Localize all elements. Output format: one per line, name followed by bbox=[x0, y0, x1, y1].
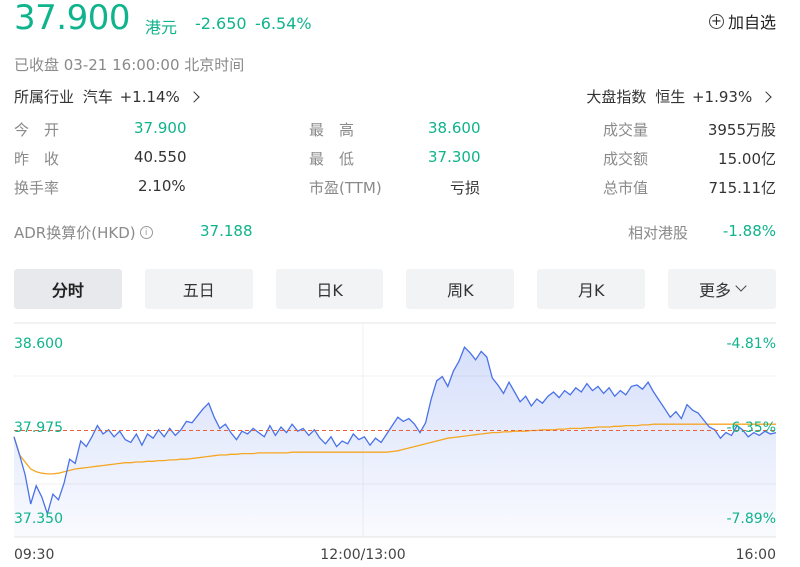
amount-value: 15.00亿 bbox=[718, 150, 776, 168]
currency-label: 港元 bbox=[145, 18, 178, 37]
chart-period-tabs: 分时 五日 日K 周K 月K 更多 bbox=[14, 269, 776, 309]
tab-daily-k-label: 日K bbox=[316, 281, 343, 300]
price-area bbox=[14, 347, 776, 537]
average-price-line bbox=[13, 423, 776, 475]
low-value: 37.300 bbox=[428, 148, 481, 166]
price-change: -2.650 bbox=[195, 14, 247, 33]
tab-daily-k[interactable]: 日K bbox=[275, 269, 384, 309]
tab-more-label: 更多 bbox=[699, 281, 732, 300]
market-index-link[interactable]: 大盘指数 恒生 +1.93% bbox=[586, 86, 772, 107]
x-label-open: 09:30 bbox=[14, 547, 54, 563]
tab-intraday[interactable]: 分时 bbox=[14, 269, 122, 309]
tab-five-day[interactable]: 五日 bbox=[144, 269, 253, 309]
y-label-low: 37.350 bbox=[14, 511, 63, 527]
chevron-right-icon bbox=[187, 91, 200, 103]
adr-value: 37.188 bbox=[200, 222, 253, 240]
tab-intraday-label: 分时 bbox=[51, 281, 84, 300]
industry-label: 所属行业 bbox=[14, 88, 75, 106]
chevron-right-icon bbox=[760, 91, 772, 103]
open-label: 今 开 bbox=[14, 121, 60, 139]
tab-weekly-k[interactable]: 周K bbox=[406, 269, 515, 309]
index-label: 大盘指数 bbox=[586, 88, 647, 106]
market-status: 已收盘 03-21 16:00:00 北京时间 bbox=[14, 56, 245, 74]
y-label-high-pct: -4.81% bbox=[726, 336, 776, 352]
volume-value: 3955万股 bbox=[707, 121, 776, 139]
market-cap-label: 总市值 bbox=[603, 179, 649, 197]
prev-close-label: 昨 收 bbox=[14, 150, 60, 168]
volume-label: 成交量 bbox=[603, 121, 649, 139]
relative-hk-value: -1.88% bbox=[722, 222, 776, 240]
tab-weekly-k-label: 周K bbox=[447, 281, 474, 300]
pe-value: 亏损 bbox=[450, 179, 481, 197]
info-icon[interactable]: i bbox=[139, 226, 153, 239]
industry-link[interactable]: 所属行业 汽车 +1.14% bbox=[14, 86, 200, 107]
y-label-ref-pct: -6.35% bbox=[726, 420, 776, 436]
x-label-close: 16:00 bbox=[736, 547, 776, 563]
high-value: 38.600 bbox=[428, 119, 481, 137]
index-name: 恒生 bbox=[655, 88, 686, 106]
chevron-down-icon bbox=[735, 280, 747, 292]
price-line bbox=[13, 346, 777, 517]
tab-monthly-k[interactable]: 月K bbox=[537, 269, 646, 309]
prev-close-value: 40.550 bbox=[134, 148, 187, 166]
amount-label: 成交额 bbox=[603, 150, 649, 168]
add-watchlist-button[interactable]: + 加自选 bbox=[708, 9, 776, 33]
adr-label: ADR换算价(HKD) bbox=[14, 224, 136, 242]
price-change-pct: -6.54% bbox=[255, 14, 312, 33]
pe-label: 市盈(TTM) bbox=[309, 179, 382, 197]
y-label-ref: 37.975 bbox=[14, 420, 63, 436]
x-label-mid: 12:00/13:00 bbox=[320, 547, 405, 563]
industry-name: 汽车 bbox=[82, 88, 113, 106]
low-label: 最 低 bbox=[309, 150, 355, 168]
plus-circle-icon: + bbox=[708, 13, 724, 29]
relative-hk-label: 相对港股 bbox=[628, 224, 689, 242]
add-watchlist-label: 加自选 bbox=[727, 13, 776, 32]
high-label: 最 高 bbox=[309, 121, 355, 139]
turnover-rate-value: 2.10% bbox=[138, 177, 186, 195]
turnover-rate-label: 换手率 bbox=[14, 179, 60, 197]
industry-change: +1.14% bbox=[119, 88, 180, 106]
index-change: +1.93% bbox=[691, 88, 753, 106]
y-label-high: 38.600 bbox=[14, 336, 63, 352]
adr-label-wrap: ADR换算价(HKD) i bbox=[14, 222, 153, 243]
y-label-low-pct: -7.89% bbox=[726, 511, 776, 527]
tab-monthly-k-label: 月K bbox=[577, 281, 605, 300]
tab-five-day-label: 五日 bbox=[182, 281, 215, 300]
open-value: 37.900 bbox=[134, 119, 187, 137]
last-price: 37.900 bbox=[14, 0, 130, 38]
tab-more[interactable]: 更多 bbox=[668, 269, 776, 309]
market-cap-value: 715.11亿 bbox=[708, 179, 777, 197]
